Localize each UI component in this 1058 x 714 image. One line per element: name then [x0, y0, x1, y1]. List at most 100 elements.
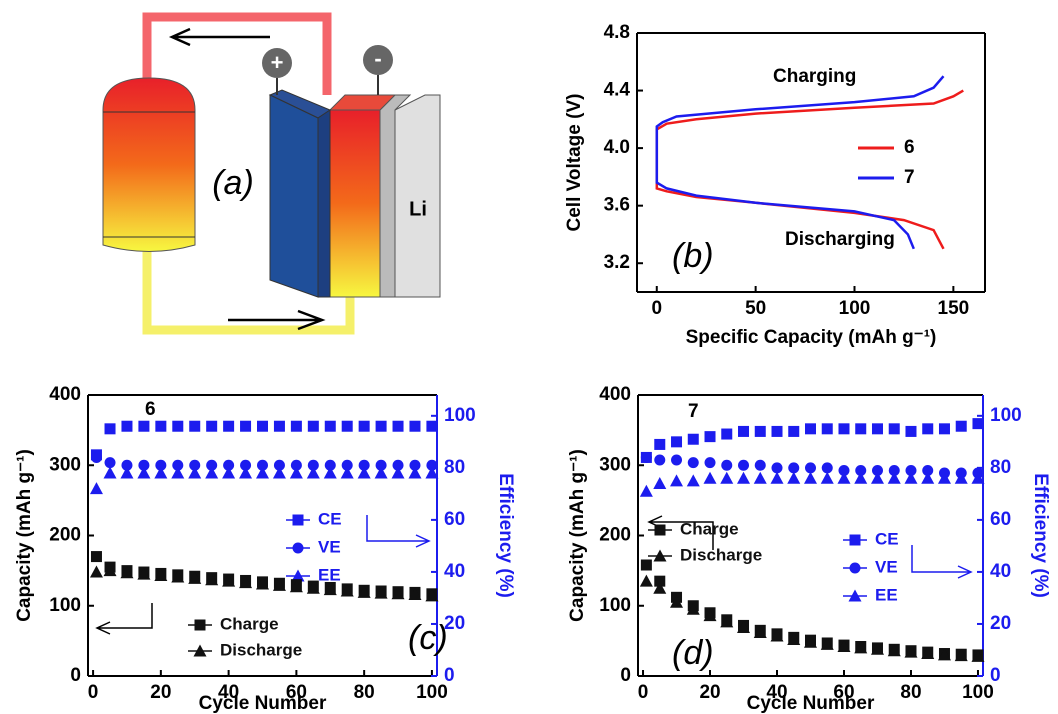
marker — [720, 615, 734, 628]
marker — [653, 549, 667, 562]
marker — [121, 459, 133, 471]
marker — [653, 581, 667, 594]
marker — [357, 585, 371, 598]
marker — [905, 464, 917, 476]
series-line — [655, 75, 945, 250]
marker — [922, 423, 934, 435]
marker — [671, 436, 683, 448]
y-axis-title: Cell Voltage (V) — [564, 94, 585, 232]
marker — [753, 471, 767, 484]
marker — [703, 471, 717, 484]
legend-label: Charge — [680, 519, 739, 538]
y2-tick-label: 20 — [990, 613, 1011, 634]
y-tick-label: 100 — [49, 595, 81, 616]
marker — [223, 459, 235, 471]
marker — [257, 420, 268, 432]
marker — [753, 625, 767, 638]
x-tick-label: 40 — [218, 682, 239, 703]
axis-arrow — [95, 603, 153, 635]
x-tick-label: 60 — [833, 682, 854, 703]
marker — [391, 466, 405, 479]
y-tick-label: 400 — [49, 384, 81, 405]
marker — [937, 648, 951, 661]
annotation: Charging — [773, 66, 856, 87]
marker — [955, 420, 967, 432]
x-tick-label: 150 — [938, 298, 970, 319]
marker — [854, 471, 868, 484]
marker — [754, 425, 766, 437]
marker — [154, 466, 168, 479]
marker — [408, 466, 422, 479]
marker — [820, 637, 834, 650]
legend-label: VE — [875, 557, 898, 576]
marker — [921, 471, 935, 484]
marker — [121, 420, 133, 432]
x-tick-label: 100 — [416, 682, 448, 703]
marker — [374, 586, 388, 599]
marker — [854, 641, 868, 654]
y2-tick-label: 40 — [444, 561, 465, 582]
y2-tick-label: 80 — [990, 457, 1011, 478]
marker — [188, 571, 202, 584]
marker — [341, 459, 353, 471]
marker — [323, 466, 337, 479]
marker — [971, 471, 985, 484]
marker — [171, 570, 185, 583]
x-axis-title: Cycle Number — [747, 693, 875, 714]
minus-sign: - — [374, 46, 381, 71]
marker — [120, 566, 134, 579]
y-tick-label: 3.2 — [604, 252, 630, 273]
x-tick-label: 0 — [88, 682, 99, 703]
annotation: 7 — [688, 401, 699, 422]
marker — [292, 514, 304, 526]
marker — [737, 621, 751, 634]
marker — [972, 418, 984, 430]
marker — [640, 559, 652, 571]
marker — [374, 466, 388, 479]
minus-terminal — [363, 45, 393, 75]
marker — [887, 644, 901, 657]
marker — [90, 551, 102, 563]
marker — [686, 602, 700, 615]
marker — [704, 457, 716, 469]
marker — [904, 645, 918, 658]
marker — [222, 466, 236, 479]
marker — [821, 462, 833, 474]
panel-label: (b) — [672, 237, 714, 275]
marker — [256, 466, 269, 479]
marker — [289, 466, 303, 479]
legend-label: EE — [318, 565, 341, 584]
x-tick-label: 40 — [766, 682, 787, 703]
y-tick-label: 0 — [620, 665, 631, 686]
marker — [922, 464, 934, 476]
y-tick-label: 300 — [49, 454, 81, 475]
marker — [323, 583, 337, 596]
marker — [289, 580, 303, 593]
x-tick-label: 80 — [900, 682, 921, 703]
marker — [104, 457, 116, 469]
marker — [804, 635, 817, 648]
marker — [954, 649, 968, 662]
plus-terminal — [262, 48, 292, 78]
marker — [971, 649, 985, 662]
panel-label: (d) — [672, 634, 714, 672]
marker — [770, 471, 784, 484]
y2-tick-label: 60 — [444, 509, 465, 530]
marker — [409, 459, 421, 471]
marker — [686, 474, 700, 487]
y-tick-label: 200 — [599, 525, 631, 546]
li-electrode — [394, 94, 441, 298]
marker — [821, 423, 833, 435]
y2-tick-label: 100 — [444, 405, 476, 426]
axis-arrow — [911, 545, 973, 579]
marker — [687, 433, 699, 445]
marker — [653, 476, 667, 489]
marker — [273, 420, 285, 432]
marker — [138, 420, 150, 432]
marker — [120, 466, 134, 479]
marker — [640, 451, 652, 463]
plus-sign: + — [271, 50, 284, 75]
x-tick-label: 0 — [651, 298, 662, 319]
panel-label: (a) — [212, 164, 254, 202]
y-tick-label: 4.4 — [604, 80, 631, 101]
